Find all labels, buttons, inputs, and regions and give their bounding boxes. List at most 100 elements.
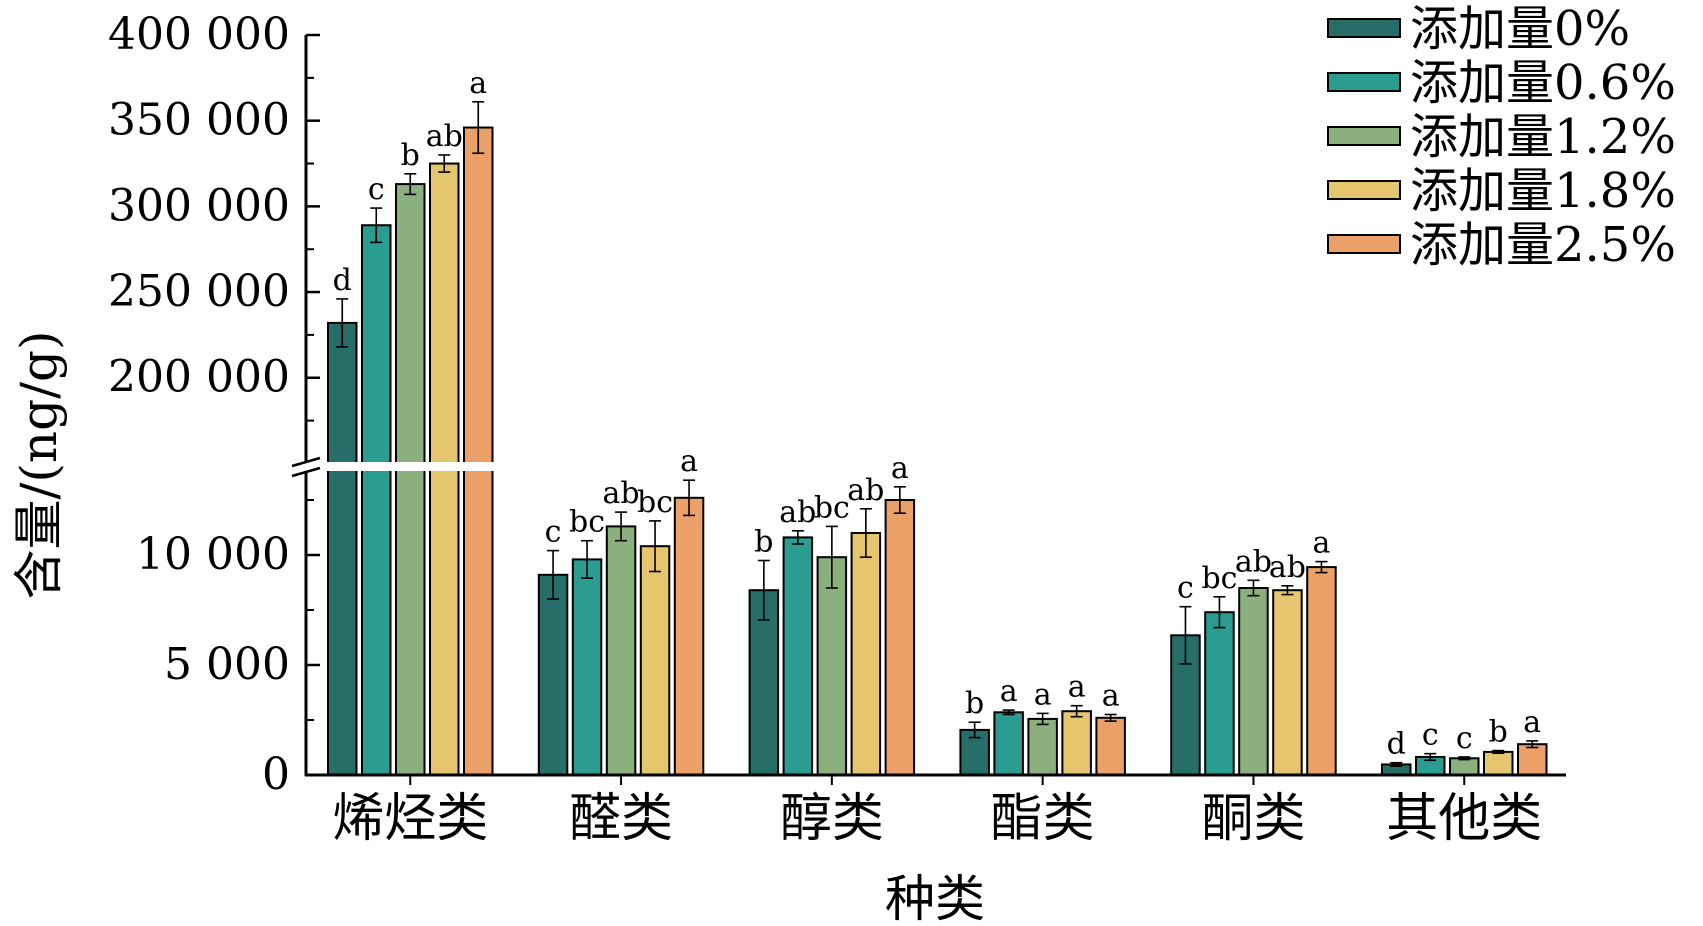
legend-item: 添加量1.2%	[1327, 109, 1676, 165]
significance-label: bc	[1201, 561, 1237, 596]
error-bar-6-1	[1390, 761, 1403, 768]
y-tick-label: 350 000	[108, 95, 290, 146]
bar-5-3[interactable]	[1238, 587, 1269, 776]
error-bar-4-1	[968, 721, 981, 739]
axis-break-mark	[291, 466, 321, 478]
significance-label: a	[1102, 679, 1120, 714]
bar-4-4[interactable]	[1061, 710, 1092, 777]
bar-3-1[interactable]	[748, 589, 780, 777]
bar-5-2[interactable]	[1204, 611, 1235, 777]
significance-label: b	[754, 525, 773, 560]
error-bar-2-5	[683, 479, 696, 517]
axis-break-gap	[290, 462, 520, 471]
x-tick-label: 其他类	[1386, 789, 1542, 849]
y-axis-title: 含量/(ng/g)	[10, 331, 68, 600]
significance-label: d	[333, 263, 352, 298]
significance-label: a	[1523, 705, 1541, 740]
significance-label: ab	[779, 495, 816, 530]
significance-label: c	[545, 515, 562, 550]
error-bar-5-1	[1179, 605, 1192, 665]
bar-5-4[interactable]	[1272, 589, 1303, 777]
significance-label: a	[1313, 526, 1331, 561]
error-bar-3-2	[791, 529, 804, 545]
error-bar-5-3	[1247, 579, 1260, 597]
error-bar-2-2	[581, 539, 594, 579]
error-bar-1-1	[336, 298, 349, 348]
bar-4-5[interactable]	[1095, 716, 1126, 776]
significance-label: bc	[637, 485, 673, 520]
error-bar-2-3	[615, 511, 628, 542]
x-tick-label: 醇类	[780, 789, 884, 849]
legend-swatch	[1327, 234, 1401, 254]
error-bar-4-4	[1070, 704, 1083, 718]
y-tick-label: 250 000	[108, 266, 290, 317]
bar-3-5[interactable]	[884, 499, 916, 776]
x-tick-label: 酯类	[991, 789, 1095, 849]
y-tick-label: 400 000	[108, 9, 290, 60]
significance-label: a	[1000, 674, 1018, 709]
bar-2-4[interactable]	[639, 545, 671, 777]
significance-label: c	[368, 172, 385, 207]
bar-2-2[interactable]	[571, 558, 603, 777]
error-bar-5-2	[1213, 595, 1226, 629]
bar-1-5[interactable]	[463, 126, 494, 776]
significance-label: b	[1489, 715, 1508, 750]
significance-label: a	[469, 66, 487, 101]
error-bar-4-5	[1104, 713, 1117, 722]
legend-swatch	[1327, 72, 1401, 92]
error-bar-1-4	[438, 154, 451, 173]
significance-label: c	[1177, 571, 1194, 606]
bar-6-4[interactable]	[1483, 750, 1514, 777]
significance-label: c	[1456, 721, 1473, 756]
bar-2-1[interactable]	[537, 573, 569, 776]
bar-6-3[interactable]	[1449, 757, 1480, 777]
error-bar-5-4	[1281, 584, 1294, 596]
significance-label: b	[965, 686, 984, 721]
x-tick-label: 酮类	[1201, 789, 1305, 849]
error-bar-4-2	[1002, 709, 1015, 716]
bar-1-2[interactable]	[361, 224, 392, 777]
legend-item: 添加量0.6%	[1327, 55, 1676, 111]
error-bar-4-3	[1036, 712, 1049, 726]
legend-label: 添加量0.6%	[1410, 55, 1676, 111]
significance-label: bc	[569, 505, 605, 540]
bar-3-4[interactable]	[850, 532, 882, 776]
legend-item: 添加量2.5%	[1327, 217, 1676, 273]
legend-label: 添加量0%	[1410, 1, 1630, 57]
bar-3-2[interactable]	[782, 536, 814, 777]
significance-label: ab	[603, 476, 640, 511]
significance-label: ab	[1269, 550, 1306, 585]
error-bar-2-1	[547, 549, 560, 600]
legend-label: 添加量1.2%	[1410, 109, 1676, 165]
y-tick-label: 300 000	[108, 180, 290, 231]
bar-2-3[interactable]	[605, 525, 637, 777]
significance-label: c	[1422, 718, 1439, 753]
significance-label: a	[680, 444, 698, 479]
bar-4-2[interactable]	[993, 711, 1024, 776]
y-tick-label: 10 000	[136, 529, 290, 580]
error-bar-1-3	[404, 173, 417, 196]
bar-4-3[interactable]	[1027, 717, 1058, 777]
significance-label: a	[1034, 677, 1052, 712]
significance-label: d	[1387, 727, 1406, 762]
x-tick-label: 醛类	[569, 789, 673, 849]
bar-1-3[interactable]	[395, 183, 426, 776]
axis-break-mark	[291, 456, 321, 468]
bar-2-5[interactable]	[673, 496, 705, 776]
x-axis-title: 种类	[885, 870, 985, 926]
error-bar-1-2	[370, 207, 383, 244]
legend-item: 添加量1.8%	[1327, 163, 1676, 219]
bar-6-5[interactable]	[1517, 743, 1548, 777]
legend-swatch	[1327, 18, 1401, 38]
bars-layer	[290, 101, 1548, 777]
error-bar-3-4	[859, 507, 872, 559]
significance-label: a	[891, 451, 909, 486]
error-bar-6-3	[1458, 756, 1471, 761]
bar-3-3[interactable]	[816, 556, 848, 777]
bar-5-5[interactable]	[1306, 566, 1337, 776]
significance-label: ab	[426, 119, 463, 154]
error-bar-3-5	[893, 485, 906, 515]
error-bar-3-1	[757, 559, 770, 621]
bar-1-1[interactable]	[327, 321, 358, 776]
